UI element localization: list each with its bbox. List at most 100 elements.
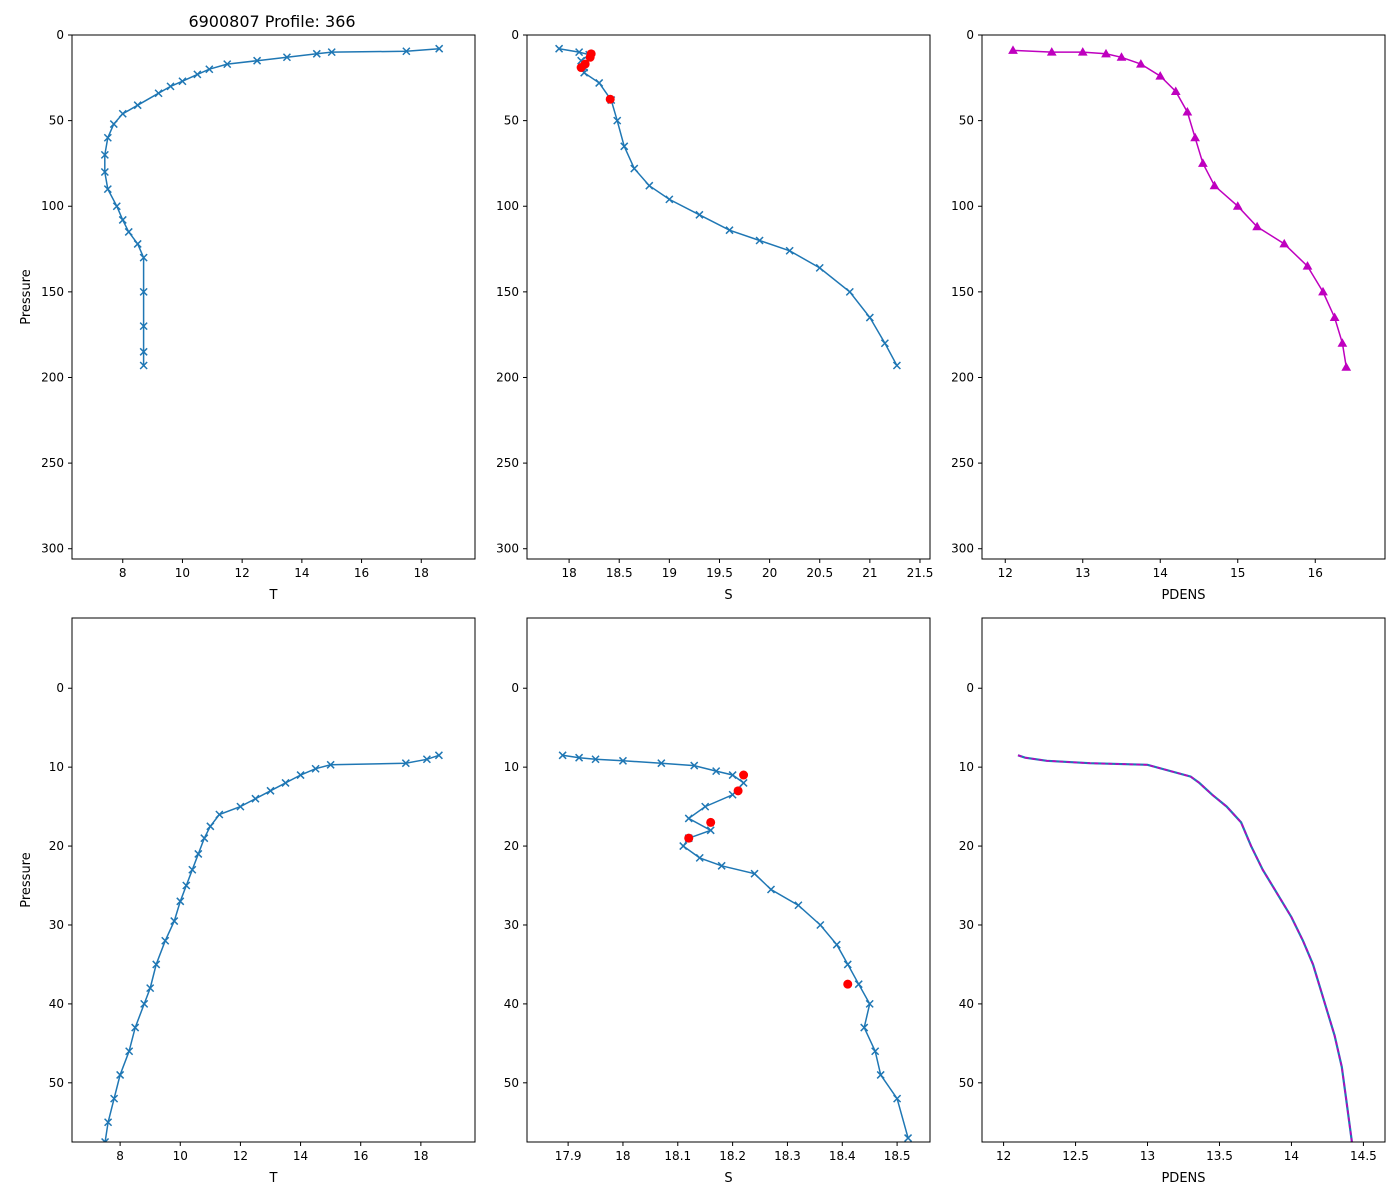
figure-title: 6900807 Profile: 366 [188,12,355,31]
data-point [1209,180,1220,190]
data-point [1302,261,1313,270]
x-tick-label: 18.2 [719,1149,746,1163]
data-point [206,822,215,831]
y-tick-label: 300 [951,542,974,556]
data-point [706,826,715,835]
x-tick-label: 14 [1284,1149,1299,1163]
x-tick-label: 17.9 [555,1149,582,1163]
data-point [785,246,794,255]
data-point [188,865,197,874]
x-tick-label: 10 [175,566,190,580]
x-tick-label: 18.5 [606,566,633,580]
data-point [139,361,148,370]
data-point [728,771,737,780]
data-point [865,313,874,322]
axes-frame [981,617,1386,1143]
data-point [854,980,863,989]
x-tick-label: 19 [662,566,677,580]
data-point [139,347,148,356]
data-point [1252,221,1262,231]
data-point [620,142,629,151]
y-tick-label: 250 [41,456,64,470]
data-point [215,810,224,819]
x-tick-label: 14 [1153,566,1168,580]
series-line [1017,754,1353,1142]
data-point [182,881,191,890]
data-point [1318,286,1328,296]
data-point [665,195,674,204]
y-tick-label: 30 [504,918,519,932]
x-tick-label: 18.1 [664,1149,691,1163]
data-point [435,44,444,53]
data-point [103,133,112,142]
data-point [725,226,734,235]
data-point [103,185,112,194]
y-axis-label: Pressure [19,269,34,325]
x-tick-label: 18 [414,566,429,580]
y-tick-label: 50 [959,114,974,128]
data-point [166,82,175,91]
x-tick-label: 10 [173,1149,188,1163]
qc-flag-point [576,63,586,73]
y-tick-label: 0 [56,681,64,695]
y-tick-label: 200 [496,370,519,384]
data-point [684,814,693,823]
data-point [845,287,854,296]
axes-frame [981,34,1386,560]
y-axis-label: Pressure [19,852,34,908]
sal-zoom-chart: 17.9 18 18.1 18.2 18.3 18.4 18.5 0 10 20 30 40 50 S [504,617,931,1186]
y-tick-label: 40 [49,997,64,1011]
data-point [558,751,567,760]
y-tick-label: 250 [496,456,519,470]
y-tick-label: 300 [496,542,519,556]
data-point [755,236,764,245]
y-tick-label: 300 [41,542,64,556]
x-tick-label: 12 [998,566,1013,580]
data-point [766,885,776,894]
data-point [595,78,604,87]
data-point [1077,47,1088,56]
series-line [104,754,440,1142]
x-tick-label: 14 [294,566,309,580]
qc-flag-point [733,786,743,796]
data-point [865,999,874,1008]
x-tick-label: 13.5 [1206,1149,1233,1163]
x-axis-label: S [724,588,732,603]
x-tick-label: 18.3 [774,1149,801,1163]
x-tick-label: 14.5 [1350,1149,1377,1163]
y-tick-label: 10 [49,760,64,774]
data-point [618,756,627,765]
y-tick-label: 40 [504,997,519,1011]
x-axis-label: PDENS [1161,588,1205,603]
data-point [750,869,759,878]
x-tick-label: 18 [561,566,576,580]
pdens-zoom-chart: 12 12.5 13 13.5 14 14.5 0 10 20 30 40 50 PDENS [959,617,1386,1186]
qc-flag-point [706,817,716,827]
data-point [555,44,564,53]
x-tick-label: 15 [1230,566,1245,580]
axes-frame [526,617,931,1143]
y-tick-label: 20 [959,839,974,853]
series-line-dashed [1017,754,1353,1142]
y-tick-label: 0 [511,28,519,42]
x-tick-label: 18.4 [829,1149,856,1163]
y-tick-label: 150 [951,285,974,299]
x-tick-label: 13 [1140,1149,1155,1163]
y-tick-label: 20 [49,839,64,853]
y-tick-label: 100 [951,199,974,213]
axes-frame [526,34,931,560]
data-point [1008,45,1018,54]
y-tick-label: 50 [959,1076,974,1090]
data-point [1101,48,1111,58]
data-point [717,861,726,870]
data-point [815,263,824,272]
x-tick-label: 21.5 [907,566,934,580]
x-tick-label: 16 [353,1149,368,1163]
y-tick-label: 50 [504,1076,519,1090]
data-point [575,48,584,57]
data-point [1155,71,1166,80]
plot-area [555,44,901,370]
data-point [194,849,203,858]
data-point [170,917,179,926]
